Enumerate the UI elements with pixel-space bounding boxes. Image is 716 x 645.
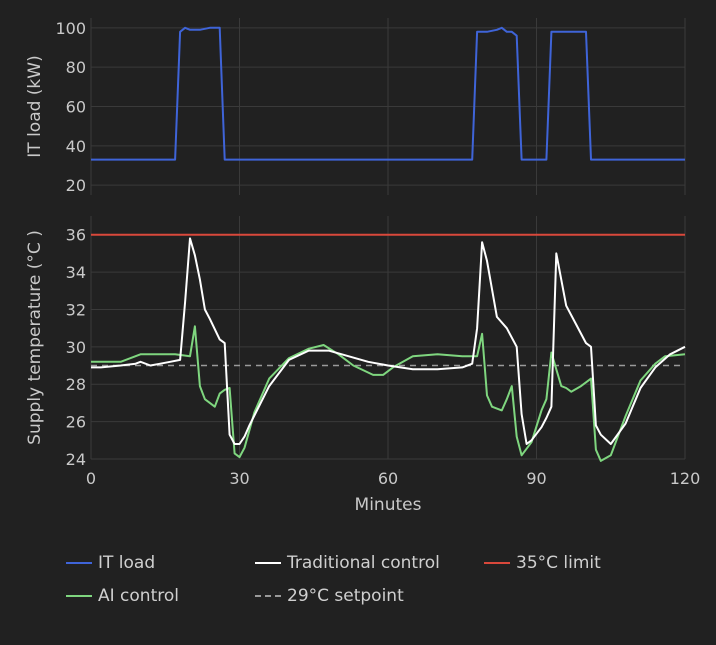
y-tick-label: 100 (55, 19, 86, 38)
legend-swatch-traditional-control (255, 562, 281, 564)
x-tick-label: 60 (378, 469, 398, 488)
x-axis-title: Minutes (355, 495, 422, 515)
it-load-panel: 20 40 60 80 100 IT load (kW) (25, 18, 686, 195)
x-tick-label: 90 (526, 469, 546, 488)
x-tick-label: 0 (86, 469, 96, 488)
legend-swatch-ai-control (66, 595, 92, 597)
legend-label: IT load (98, 553, 156, 573)
y-tick-label: 32 (66, 300, 86, 319)
y-tick-label: 30 (66, 338, 86, 357)
legend-swatch-it-load (66, 562, 92, 564)
y-tick-label: 26 (66, 413, 86, 432)
y-tick-label: 28 (66, 375, 86, 394)
legend-label: 35°C limit (516, 553, 601, 573)
y-tick-label: 24 (66, 450, 86, 469)
legend-swatch-limit (484, 562, 510, 564)
series-line-traditional-control (91, 237, 686, 445)
legend-item-ai-control: AI control (66, 586, 179, 606)
legend-label: Traditional control (287, 553, 440, 573)
legend-item-traditional-control: Traditional control (255, 553, 440, 573)
y-tick-label: 20 (66, 176, 86, 195)
y-axis-title: IT load (kW) (25, 55, 45, 157)
legend-item-it-load: IT load (66, 553, 155, 573)
series-line-ai-control (91, 325, 686, 462)
series-line-it-load (91, 26, 685, 161)
legend-item-setpoint: 29°C setpoint (255, 586, 404, 606)
y-tick-label: 60 (66, 98, 86, 117)
y-tick-label: 36 (66, 226, 86, 245)
y-tick-label: 34 (66, 263, 86, 282)
y-axis-title: Supply temperature (°C ) (25, 230, 45, 445)
y-tick-label: 80 (66, 58, 86, 77)
legend-label: AI control (98, 586, 179, 606)
legend-swatch-setpoint (255, 595, 281, 597)
y-tick-label: 40 (66, 137, 86, 156)
x-tick-label: 30 (229, 469, 249, 488)
supply-temperature-panel: 24 26 28 30 32 34 36 Supply temperature (°C ) 0 3… (25, 216, 700, 515)
legend-item-limit: 35°C limit (484, 553, 601, 573)
x-tick-label: 120 (670, 469, 701, 488)
legend-label: 29°C setpoint (287, 586, 404, 606)
